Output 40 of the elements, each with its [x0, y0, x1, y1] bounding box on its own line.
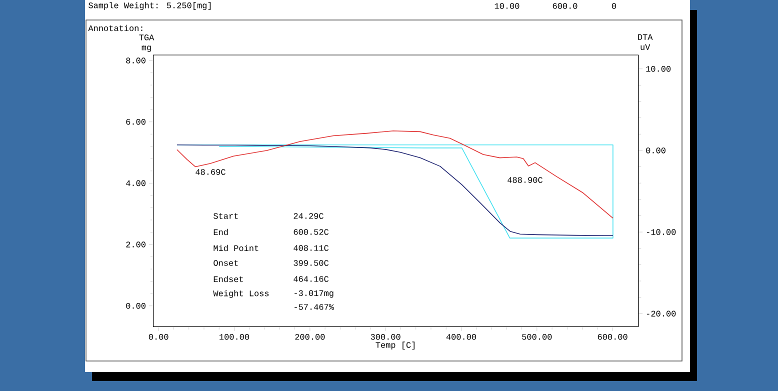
- y2-tick-label: 0.00: [646, 148, 666, 154]
- y-tick-label: 2.00: [126, 242, 146, 248]
- y-axis-title: TGA mg: [139, 34, 154, 52]
- y-tick-label: 0.00: [126, 302, 146, 309]
- x-tick-label: 100.00: [220, 334, 250, 340]
- x-axis-title: Temp [C]: [376, 342, 414, 350]
- y-tick-label: 4.00: [126, 180, 146, 186]
- x-tick-label: 500.00: [522, 334, 552, 340]
- annotation: Mid Point: [214, 244, 258, 252]
- annotation: 48.69C: [196, 169, 226, 175]
- annotation: 600.52C: [294, 229, 329, 235]
- x-tick-label: 600.00: [598, 334, 628, 340]
- x-tick-label: 0.00: [148, 334, 168, 340]
- annotation: -3.017mg: [294, 290, 334, 298]
- annotation: End: [214, 228, 228, 236]
- annotation: Weight Loss: [213, 290, 269, 298]
- annotation: Endset: [214, 276, 243, 282]
- annotation: 488.90C: [508, 177, 542, 183]
- annotation: 24.29C: [294, 213, 324, 219]
- annotation: 399.50C: [294, 260, 329, 266]
- annotation: 408.11C: [294, 245, 329, 251]
- annotation: 464.16C: [294, 276, 329, 282]
- y2-axis-title: DTA uV: [638, 34, 653, 50]
- text: Annotation:: [88, 24, 142, 32]
- y2-tick-label: -10.00: [646, 229, 676, 235]
- y2-tick-label: 10.00: [646, 66, 671, 72]
- line-series: [176, 130, 614, 219]
- text: 600.0: [552, 3, 578, 9]
- annotation: -57.467%: [294, 304, 334, 310]
- text: 10.00: [494, 3, 520, 9]
- text: Sample Weight: 5.250[mg]: [88, 2, 211, 10]
- x-tick-label: 200.00: [295, 334, 325, 340]
- annotation: Onset: [214, 260, 238, 266]
- y2-tick-label: -20.00: [646, 310, 676, 317]
- x-tick-label: 400.00: [446, 334, 476, 340]
- y-tick-label: 6.00: [126, 118, 146, 125]
- text: 0: [612, 3, 616, 9]
- x-tick-label: 300.00: [370, 334, 400, 340]
- annotation: Start: [214, 213, 238, 219]
- y-tick-label: 8.00: [126, 58, 146, 64]
